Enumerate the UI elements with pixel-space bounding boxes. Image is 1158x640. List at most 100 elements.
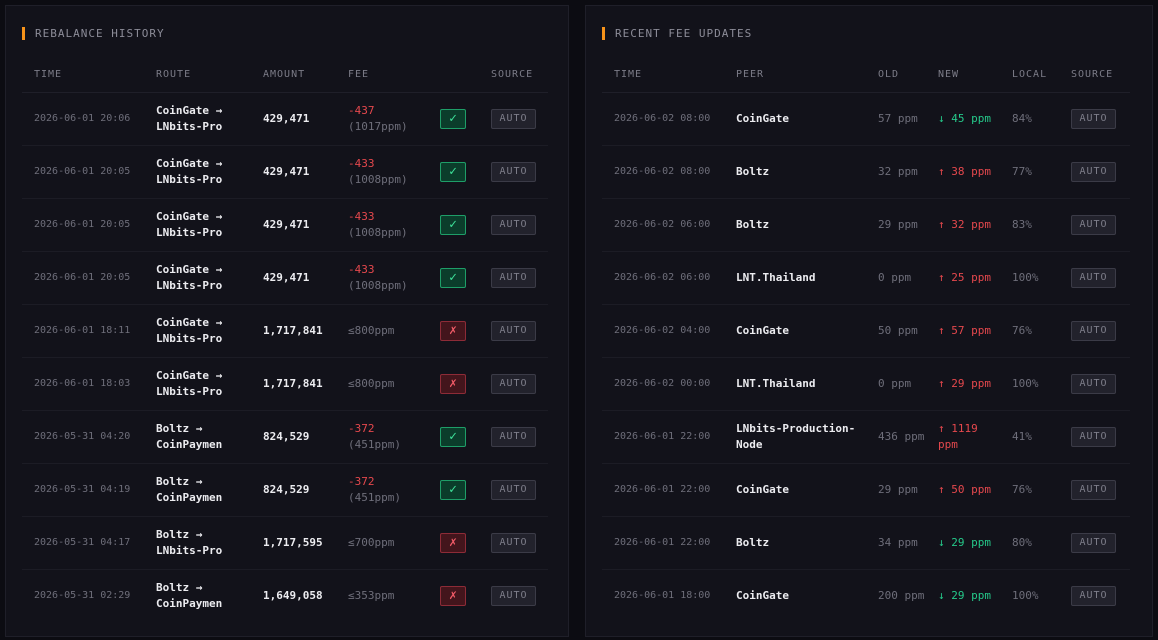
timestamp: 2026-06-01 22:00: [614, 537, 711, 548]
fee-cell: -372 (451ppm): [336, 410, 428, 464]
source-cell: AUTO: [1059, 463, 1130, 517]
peer-cell: CoinGate: [724, 569, 866, 622]
time-cell: 2026-06-01 20:05: [22, 251, 144, 305]
table-row[interactable]: 2026-06-02 08:00 CoinGate 57 ppm ↓ 45 ppm 84…: [602, 92, 1130, 146]
fee-ppm: (1008ppm): [348, 278, 408, 292]
old-fee: 29 ppm: [878, 482, 918, 496]
table-row[interactable]: 2026-06-01 20:05 CoinGate → LNbits-Pro 429,…: [22, 145, 548, 199]
table-row[interactable]: 2026-06-01 20:05 CoinGate → LNbits-Pro 429,…: [22, 198, 548, 252]
timestamp: 2026-06-02 04:00: [614, 325, 711, 336]
new-fee-cell: ↑ 1119 ppm: [926, 410, 1000, 464]
table-row[interactable]: 2026-06-01 22:00 Boltz 34 ppm ↓ 29 ppm 80% AU…: [602, 516, 1130, 570]
column-header-time[interactable]: TIME: [602, 58, 724, 93]
fee-amount: -433: [348, 209, 375, 223]
table-row[interactable]: 2026-06-01 20:05 CoinGate → LNbits-Pro 429,…: [22, 251, 548, 305]
source-cell: AUTO: [1059, 92, 1130, 146]
column-header-peer[interactable]: PEER: [724, 58, 866, 93]
local-balance: 76%: [1012, 482, 1032, 496]
table-row[interactable]: 2026-06-01 22:00 CoinGate 29 ppm ↑ 50 ppm 76…: [602, 463, 1130, 517]
amount-value: 429,471: [263, 270, 310, 284]
peer-name: CoinGate: [736, 482, 789, 496]
table-row[interactable]: 2026-05-31 02:29 Boltz → CoinPaymen 1,649,0…: [22, 569, 548, 622]
time-cell: 2026-06-02 08:00: [602, 145, 724, 199]
recent-fee-updates-title: RECENT FEE UPDATES: [602, 27, 752, 40]
check-icon: ✓: [440, 267, 466, 288]
local-balance: 100%: [1012, 376, 1039, 390]
route-cell: CoinGate → LNbits-Pro: [144, 145, 251, 199]
table-row[interactable]: 2026-06-02 08:00 Boltz 32 ppm ↑ 38 ppm 77% AU…: [602, 145, 1130, 199]
local-balance-cell: 84%: [1000, 92, 1059, 146]
table-row[interactable]: 2026-06-01 20:06 CoinGate → LNbits-Pro 429,…: [22, 92, 548, 146]
column-header-old[interactable]: OLD: [866, 58, 926, 93]
route-from: CoinGate →: [156, 156, 223, 170]
column-header-local[interactable]: LOCAL: [1000, 58, 1059, 93]
peer-name: Boltz: [736, 535, 770, 549]
table-row[interactable]: 2026-06-02 06:00 LNT.Thailand 0 ppm ↑ 25 pp…: [602, 251, 1130, 305]
check-icon: ✓: [440, 161, 466, 182]
fee-ppm: (1008ppm): [348, 225, 408, 239]
rebalance-history-table: TIME ROUTE AMOUNT FEE SOURCE 2026-06-01 …: [22, 58, 548, 622]
table-row[interactable]: 2026-06-02 06:00 Boltz 29 ppm ↑ 32 ppm 83% AU…: [602, 198, 1130, 252]
column-header-source[interactable]: SOURCE: [1059, 58, 1130, 93]
source-badge: AUTO: [491, 479, 536, 500]
route-to: LNbits-Pro: [156, 172, 223, 186]
fee-increase: ↑ 38 ppm: [938, 164, 991, 178]
new-fee-cell: ↓ 29 ppm: [926, 516, 1000, 570]
time-cell: 2026-06-01 18:11: [22, 304, 144, 358]
fee-increase: ↑ 1119 ppm: [938, 421, 978, 451]
table-row[interactable]: 2026-06-01 18:11 CoinGate → LNbits-Pro 1,71…: [22, 304, 548, 358]
column-header-time[interactable]: TIME: [22, 58, 144, 93]
old-fee: 0 ppm: [878, 376, 912, 390]
table-row[interactable]: 2026-06-02 04:00 CoinGate 50 ppm ↑ 57 ppm 76…: [602, 304, 1130, 358]
new-fee-cell: ↓ 29 ppm: [926, 569, 1000, 622]
cross-icon: ✗: [440, 320, 466, 341]
table-row[interactable]: 2026-05-31 04:20 Boltz → CoinPaymen 824,529…: [22, 410, 548, 464]
fee-ppm: (451ppm): [348, 490, 401, 504]
local-balance-cell: 100%: [1000, 357, 1059, 411]
status-cell: ✓: [428, 463, 479, 517]
fee-cell: ≤800ppm: [336, 357, 428, 411]
old-fee: 436 ppm: [878, 429, 925, 443]
source-cell: AUTO: [1059, 198, 1130, 252]
source-badge: AUTO: [1071, 426, 1116, 447]
peer-name: CoinGate: [736, 111, 789, 125]
fee-cell: -372 (451ppm): [336, 463, 428, 517]
column-header-route[interactable]: ROUTE: [144, 58, 251, 93]
time-cell: 2026-05-31 04:19: [22, 463, 144, 517]
fee-cell: -433 (1008ppm): [336, 198, 428, 252]
timestamp: 2026-06-01 18:03: [34, 378, 131, 389]
route-cell: Boltz → LNbits-Pro: [144, 516, 251, 570]
table-row[interactable]: 2026-05-31 04:17 Boltz → LNbits-Pro 1,717,5…: [22, 516, 548, 570]
amount-value: 1,717,841: [263, 376, 323, 390]
table-row[interactable]: 2026-06-02 00:00 LNT.Thailand 0 ppm ↑ 29 pp…: [602, 357, 1130, 411]
fee-amount: -372: [348, 474, 375, 488]
fee-amount: -433: [348, 156, 375, 170]
peer-name: CoinGate: [736, 323, 789, 337]
status-cell: ✓: [428, 92, 479, 146]
table-row[interactable]: 2026-06-01 18:03 CoinGate → LNbits-Pro 1,71…: [22, 357, 548, 411]
table-row[interactable]: 2026-06-01 18:00 CoinGate 200 ppm ↓ 29 ppm 1…: [602, 569, 1130, 622]
amount-value: 824,529: [263, 482, 310, 496]
source-cell: AUTO: [479, 304, 548, 358]
amount-value: 429,471: [263, 164, 310, 178]
old-fee-cell: 57 ppm: [866, 92, 926, 146]
column-header-fee[interactable]: FEE: [336, 58, 428, 93]
local-balance: 83%: [1012, 217, 1032, 231]
peer-cell: LNT.Thailand: [724, 251, 866, 305]
source-badge: AUTO: [1071, 479, 1116, 500]
route-to: CoinPaymen: [156, 596, 223, 610]
column-header-amount[interactable]: AMOUNT: [251, 58, 336, 93]
time-cell: 2026-06-01 22:00: [602, 410, 724, 464]
new-fee-cell: ↑ 50 ppm: [926, 463, 1000, 517]
route-to: LNbits-Pro: [156, 119, 223, 133]
local-balance-cell: 80%: [1000, 516, 1059, 570]
column-header-source[interactable]: SOURCE: [479, 58, 548, 93]
column-header-new[interactable]: NEW: [926, 58, 1000, 93]
local-balance: 100%: [1012, 588, 1039, 602]
source-badge: AUTO: [1071, 161, 1116, 182]
table-row[interactable]: 2026-05-31 04:19 Boltz → CoinPaymen 824,529…: [22, 463, 548, 517]
table-row[interactable]: 2026-06-01 22:00 LNbits-Production-Node 43…: [602, 410, 1130, 464]
new-fee-cell: ↑ 25 ppm: [926, 251, 1000, 305]
source-badge: AUTO: [491, 426, 536, 447]
source-cell: AUTO: [479, 569, 548, 622]
